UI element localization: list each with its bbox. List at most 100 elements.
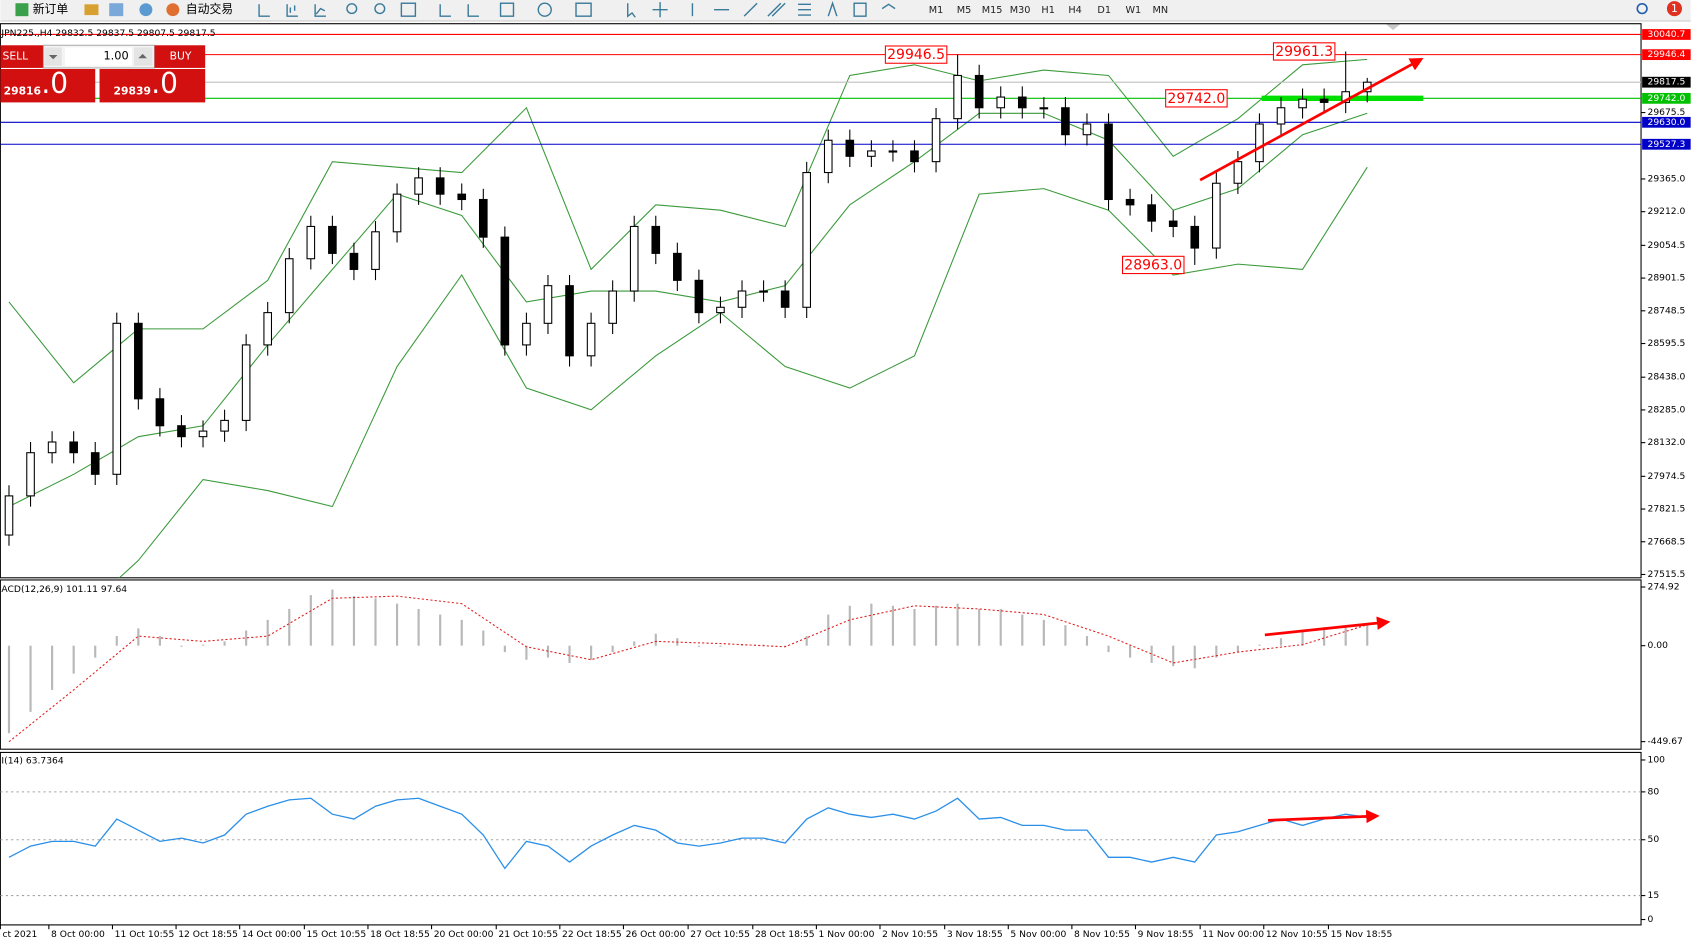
cursor[interactable] bbox=[627, 3, 636, 18]
candle-body bbox=[974, 74, 984, 109]
sell-button[interactable] bbox=[0, 45, 44, 68]
candle-body bbox=[500, 236, 510, 346]
axes: 29675.5 29365.0 29212.0 29054.5 28901.5 28748… bbox=[0, 29, 1691, 940]
timeframe-button[interactable]: M15 bbox=[982, 5, 1003, 16]
signals-icon[interactable] bbox=[139, 3, 153, 17]
macd-histogram-bar bbox=[395, 603, 399, 646]
price-annotation-box bbox=[884, 45, 948, 64]
y-tick-label: 27974.5 bbox=[1648, 471, 1686, 482]
macd-histogram-bar bbox=[137, 628, 140, 646]
price-trend-arrow bbox=[1199, 57, 1424, 182]
timeframe-button[interactable]: H4 bbox=[1068, 5, 1081, 16]
crosshair[interactable] bbox=[652, 2, 668, 18]
label-tool[interactable] bbox=[853, 2, 867, 17]
fibonacci[interactable] bbox=[798, 3, 812, 16]
macd-histogram-bar bbox=[1279, 638, 1283, 646]
templates[interactable] bbox=[575, 2, 592, 17]
buy-button[interactable] bbox=[154, 45, 206, 68]
channel[interactable] bbox=[767, 2, 786, 17]
panels bbox=[0, 23, 1642, 926]
autoscroll[interactable] bbox=[439, 4, 451, 17]
y-tick-label: 27821.5 bbox=[1648, 504, 1686, 515]
shapes-tool[interactable] bbox=[881, 3, 896, 10]
macd-histogram-bar bbox=[870, 603, 873, 646]
notification-badge[interactable] bbox=[1666, 1, 1683, 17]
ask-box[interactable] bbox=[99, 68, 206, 103]
candle-body bbox=[673, 252, 682, 281]
timeframe-button[interactable]: MN bbox=[1152, 5, 1168, 16]
timeframe-button[interactable]: W1 bbox=[1125, 5, 1141, 16]
timeframe-button[interactable]: H1 bbox=[1041, 5, 1054, 16]
text-tool[interactable] bbox=[827, 1, 838, 17]
x-tick-label: 2 Nov 10:55 bbox=[882, 929, 938, 940]
tile-windows[interactable] bbox=[400, 2, 417, 17]
candle-body bbox=[263, 312, 273, 346]
macd-histogram-bar bbox=[1344, 627, 1347, 646]
zoom-in[interactable] bbox=[346, 3, 358, 15]
chart-shift[interactable] bbox=[467, 4, 479, 17]
timeframe-button[interactable]: D1 bbox=[1097, 5, 1111, 16]
x-tick-label: 26 Oct 00:00 bbox=[626, 929, 686, 940]
macd-histogram-bar bbox=[805, 636, 808, 646]
timeframe-button[interactable]: M30 bbox=[1010, 5, 1031, 16]
candle-body bbox=[4, 495, 14, 536]
candle-body bbox=[1147, 204, 1156, 222]
line-tool[interactable] bbox=[314, 4, 326, 17]
macd-plot bbox=[7, 589, 1369, 743]
history-icon[interactable] bbox=[84, 4, 99, 16]
candle-body bbox=[953, 74, 962, 120]
search-icon[interactable] bbox=[1636, 2, 1648, 15]
indicators[interactable] bbox=[499, 2, 515, 17]
ask-price: 29839 bbox=[114, 85, 151, 98]
chart-shift-marker bbox=[1385, 23, 1401, 31]
macd-histogram-bar bbox=[460, 619, 463, 646]
y-tick-label: 28748.5 bbox=[1648, 305, 1686, 316]
candle-body bbox=[1319, 98, 1329, 103]
x-tick-label: 12 Nov 10:55 bbox=[1266, 929, 1328, 940]
y-tick-label: 29675.5 bbox=[1648, 107, 1686, 118]
macd-histogram-bar bbox=[1150, 645, 1153, 663]
macd-histogram-bar bbox=[827, 614, 830, 646]
macd-histogram-bar bbox=[417, 608, 420, 646]
timeframe-button[interactable]: M5 bbox=[957, 5, 972, 16]
candle-body bbox=[867, 150, 876, 157]
macd-histogram-bar bbox=[288, 608, 291, 646]
candle-tool[interactable] bbox=[286, 4, 298, 17]
macd-histogram-bar bbox=[309, 595, 312, 646]
candle-body bbox=[1168, 220, 1178, 227]
timeframe-button[interactable]: M1 bbox=[929, 5, 944, 16]
price-annotation-box bbox=[1122, 255, 1185, 275]
macd-histogram-bar bbox=[1258, 644, 1261, 646]
auto-trading-icon[interactable] bbox=[166, 3, 180, 17]
candle-body bbox=[435, 177, 445, 195]
x-tick-label: 9 Nov 18:55 bbox=[1138, 929, 1194, 940]
y-tick-label: 274.92 bbox=[1648, 582, 1680, 593]
macd-histogram-bar bbox=[913, 608, 916, 646]
new-order-icon[interactable] bbox=[15, 3, 29, 17]
macd-histogram-bar bbox=[891, 605, 895, 646]
macd-histogram-bar bbox=[999, 608, 1002, 646]
zoom-out[interactable] bbox=[374, 3, 386, 15]
bar-chart-tool[interactable] bbox=[258, 4, 270, 17]
rsi-line bbox=[8, 797, 1368, 870]
macd-histogram-bar bbox=[1236, 645, 1239, 653]
lot-input[interactable] bbox=[65, 47, 132, 66]
x-tick-label: ct 2021 bbox=[3, 929, 38, 940]
macd-panel-frame bbox=[0, 579, 1642, 750]
y-tick-label: 28901.5 bbox=[1648, 273, 1686, 284]
drawings bbox=[1199, 57, 1424, 824]
macd-histogram-bar bbox=[1172, 645, 1175, 667]
new-order-button[interactable]: 新订单 bbox=[33, 2, 69, 16]
auto-trading-button[interactable]: 自动交易 bbox=[186, 2, 233, 16]
candle-body bbox=[543, 285, 553, 324]
periods[interactable] bbox=[537, 2, 552, 17]
bid-box[interactable] bbox=[0, 68, 96, 103]
macd-histogram-bar bbox=[352, 596, 356, 646]
x-tick-label: 22 Oct 18:55 bbox=[562, 929, 622, 940]
x-tick-label: 5 Nov 00:00 bbox=[1010, 929, 1066, 940]
data-icon[interactable] bbox=[109, 3, 124, 17]
trendline[interactable] bbox=[743, 2, 758, 17]
candle-body bbox=[1082, 123, 1092, 136]
lot-up-arrow bbox=[138, 53, 147, 59]
